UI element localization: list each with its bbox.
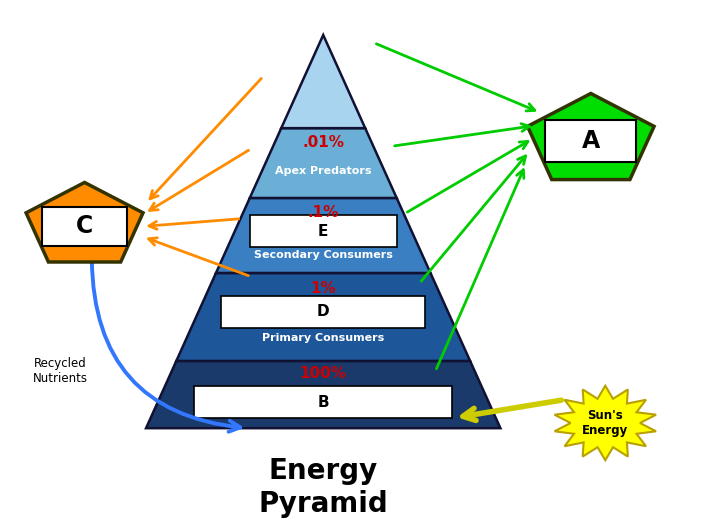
Polygon shape: [26, 183, 143, 262]
FancyBboxPatch shape: [250, 215, 397, 247]
Text: 100%: 100%: [300, 367, 347, 381]
FancyBboxPatch shape: [194, 386, 452, 418]
Polygon shape: [176, 273, 470, 361]
Text: .1%: .1%: [308, 205, 339, 220]
Text: C: C: [76, 215, 93, 238]
Text: Secondary Consumers: Secondary Consumers: [254, 250, 393, 260]
Text: 1%: 1%: [310, 281, 336, 296]
FancyBboxPatch shape: [545, 120, 636, 161]
Polygon shape: [555, 386, 656, 460]
Text: B: B: [317, 395, 329, 410]
Text: D: D: [317, 304, 330, 319]
Polygon shape: [146, 361, 500, 428]
Text: Sun's
Energy: Sun's Energy: [582, 409, 629, 437]
Polygon shape: [281, 35, 365, 128]
Text: .01%: .01%: [302, 135, 344, 150]
Text: Apex Predators: Apex Predators: [275, 166, 372, 176]
Text: Recycled
Nutrients: Recycled Nutrients: [33, 357, 88, 385]
Polygon shape: [250, 128, 396, 198]
Text: Energy
Pyramid: Energy Pyramid: [258, 458, 388, 518]
Text: Primary Consumers: Primary Consumers: [262, 332, 384, 342]
Polygon shape: [216, 198, 431, 273]
FancyBboxPatch shape: [221, 296, 425, 328]
Polygon shape: [528, 94, 654, 179]
FancyBboxPatch shape: [42, 207, 127, 246]
Text: E: E: [318, 224, 328, 239]
Text: A: A: [582, 129, 600, 153]
FancyArrowPatch shape: [91, 260, 240, 432]
